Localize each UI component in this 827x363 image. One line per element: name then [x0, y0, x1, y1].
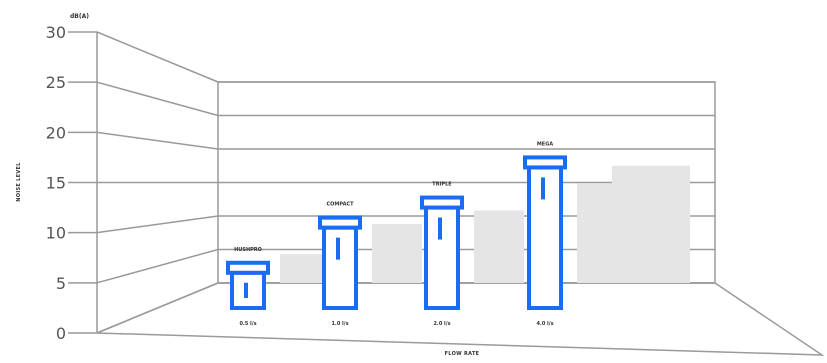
y-axis-ticks: 0 5 10 15 20 25 30: [46, 23, 97, 343]
y-tick-label: 30: [46, 23, 66, 42]
bar-top-label: MEGA: [537, 141, 553, 147]
bar-marker: [244, 282, 248, 298]
bar-marker: [438, 217, 442, 240]
bar-marker: [541, 177, 545, 200]
y-tick-label: 15: [46, 174, 66, 193]
side-gridline: [96, 81, 219, 117]
bar-top-label: HUSHPRO: [234, 247, 262, 253]
x-axis-title: FLOW RATE: [445, 351, 480, 357]
bar-marker: [336, 237, 340, 260]
bar-top-label: TRIPLE: [432, 182, 452, 188]
y-tick-label: 0: [56, 324, 66, 343]
y-tick-label: 20: [46, 123, 66, 142]
y-axis-title: NOISE LEVEL: [16, 162, 22, 202]
y-tick-label: 5: [56, 274, 66, 293]
side-gridline: [96, 131, 219, 150]
y-tick-label: 25: [46, 73, 66, 92]
ghost-bar: [474, 210, 524, 283]
x-tick-label: 4.0 l/s: [536, 321, 553, 327]
side-gridline: [96, 282, 219, 334]
bars: [226, 155, 567, 310]
bar-cap: [420, 195, 464, 210]
side-gridline: [96, 31, 219, 83]
ghost-bar: [612, 165, 690, 283]
bar-cap: [226, 260, 270, 275]
side-gridline: [96, 248, 219, 284]
x-tick-label: 1.0 l/s: [331, 321, 348, 327]
bar-labels: HUSHPRO 0.5 l/s COMPACT 1.0 l/s TRIPLE 2.0 l/…: [234, 141, 553, 327]
y-tick-label: 10: [46, 224, 66, 243]
ghost-bar: [280, 254, 330, 283]
x-tick-label: 2.0 l/s: [433, 321, 450, 327]
ghost-bars: [280, 165, 690, 283]
bar-top-label: COMPACT: [326, 202, 354, 208]
bar-cap: [318, 215, 362, 230]
ghost-bar: [372, 223, 422, 283]
side-gridline: [96, 215, 219, 234]
y-unit-label: dB(A): [70, 13, 89, 20]
x-tick-label: 0.5 l/s: [239, 321, 256, 327]
bar-cap: [523, 155, 567, 170]
